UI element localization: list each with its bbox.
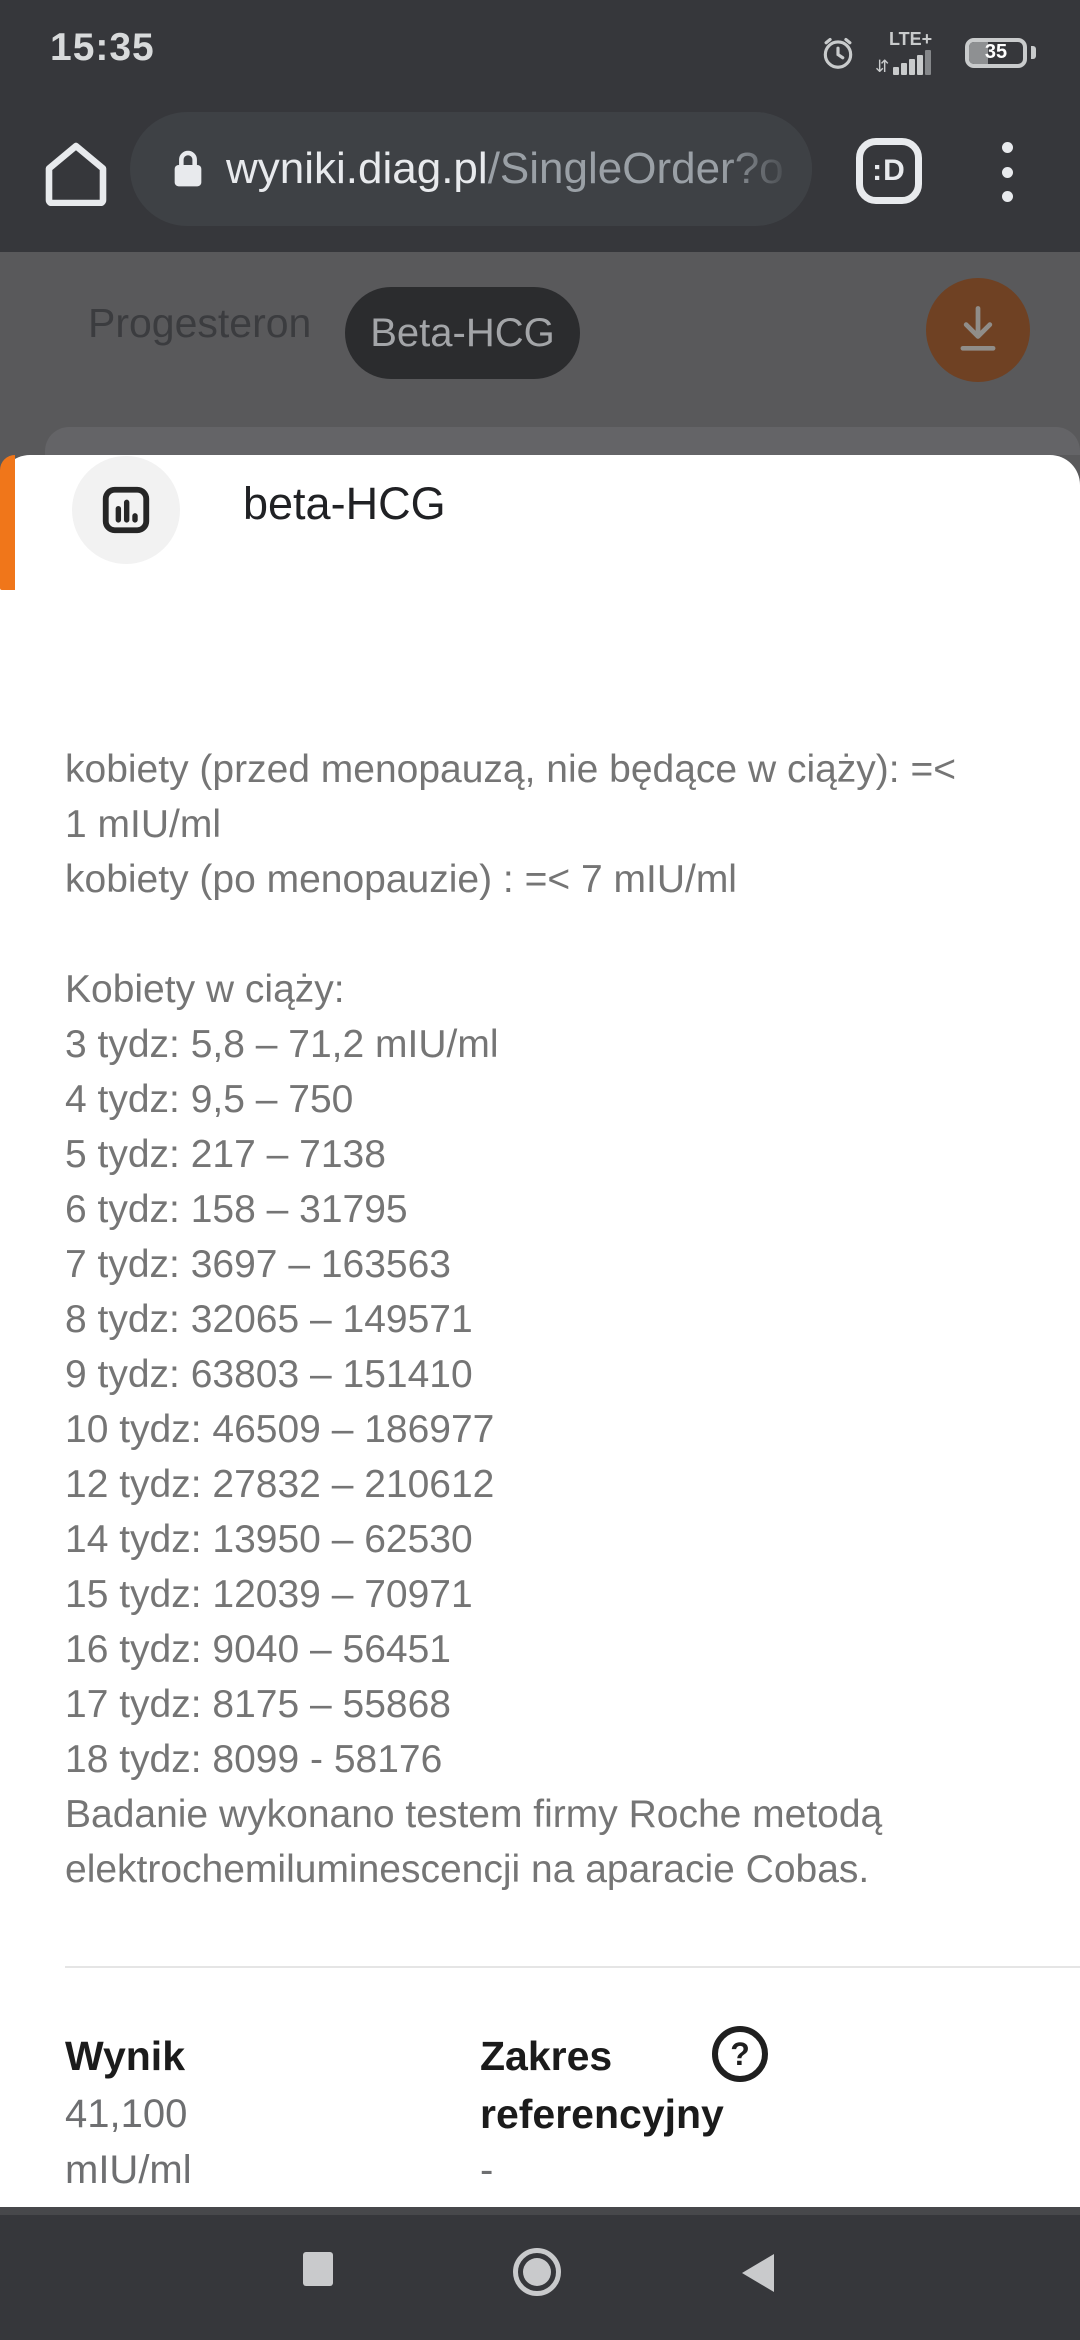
home-nav-button[interactable]: [513, 2248, 561, 2296]
reference-text: kobiety (przed menopauzą, nie będące w c…: [65, 742, 1025, 1897]
url-bar[interactable]: wyniki.diag.pl/SingleOrder?o: [130, 112, 812, 226]
reference-line: 9 tydz: 63803 – 151410: [65, 1353, 473, 1396]
range-label-line1: Zakres: [480, 2033, 613, 2079]
url-fade: [722, 112, 812, 226]
reference-line: 16 tydz: 9040 – 56451: [65, 1628, 451, 1671]
battery-icon: 35: [965, 37, 1027, 68]
chart-icon: [102, 486, 150, 534]
reference-line: 5 tydz: 217 – 7138: [65, 1133, 386, 1176]
lock-icon: [174, 150, 202, 187]
divider: [65, 1966, 1080, 1968]
reference-line: 4 tydz: 9,5 – 750: [65, 1078, 354, 1121]
alarm-icon: [823, 37, 853, 69]
browser-chrome: 15:35 LTE+ ⇵: [0, 0, 1080, 252]
tab-switcher-button[interactable]: :D: [856, 138, 922, 204]
help-button[interactable]: ?: [712, 2026, 768, 2082]
reference-line: 7 tydz: 3697 – 163563: [65, 1243, 451, 1286]
reference-line: 18 tydz: 8099 - 58176: [65, 1738, 443, 1781]
range-label-line2: referencyjny: [480, 2091, 724, 2137]
reference-line: [65, 907, 1025, 962]
back-button[interactable]: [742, 2254, 774, 2292]
url-text: wyniki.diag.pl/SingleOrder?o: [226, 144, 784, 194]
status-icons: LTE+ ⇵ 35: [819, 30, 1036, 75]
download-icon: [960, 306, 996, 351]
signal-bars: ⇵: [875, 50, 932, 76]
reference-line: Badanie wykonano testem firmy Roche meto…: [65, 1793, 883, 1836]
network-type-label: LTE+: [889, 29, 933, 49]
battery-percent: 35: [984, 41, 1008, 64]
reference-line: 10 tydz: 46509 – 186977: [65, 1408, 495, 1451]
accent-bar: [0, 455, 15, 590]
tab-count-badge: :D: [872, 154, 906, 187]
url-domain: wyniki.diag.pl: [226, 144, 488, 193]
test-icon-circle: [72, 456, 180, 564]
reference-line: kobiety (po menopauzie) : =< 7 mIU/ml: [65, 858, 737, 901]
tab-progesteron[interactable]: Progesteron: [88, 300, 312, 346]
reference-line: elektrochemiluminescencji na aparacie Co…: [65, 1848, 870, 1891]
clock-text: 15:35: [50, 26, 155, 69]
tab-beta-hcg-label: Beta-HCG: [370, 310, 555, 355]
download-button[interactable]: [926, 278, 1030, 382]
reference-line: kobiety (przed menopauzą, nie będące w c…: [65, 748, 957, 791]
tab-beta-hcg[interactable]: Beta-HCG: [345, 287, 580, 379]
background-card-edge: [45, 427, 1080, 455]
browser-menu-button[interactable]: [996, 142, 1018, 202]
reference-line: 6 tydz: 158 – 31795: [65, 1188, 408, 1231]
reference-line: 1 mIU/ml: [65, 803, 221, 846]
range-value: -: [480, 2148, 494, 2192]
home-button[interactable]: [40, 140, 112, 206]
reference-line: 14 tydz: 13950 – 62530: [65, 1518, 473, 1561]
reference-line: 3 tydz: 5,8 – 71,2 mIU/ml: [65, 1023, 499, 1066]
recents-button[interactable]: [303, 2252, 333, 2286]
reference-line: Kobiety w ciąży:: [65, 968, 345, 1011]
home-circle-icon: [523, 2258, 551, 2286]
reference-line: 15 tydz: 12039 – 70971: [65, 1573, 473, 1616]
question-mark-icon: ?: [730, 2035, 750, 2072]
reference-line: 8 tydz: 32065 – 149571: [65, 1298, 473, 1341]
result-sheet: [0, 455, 1080, 2340]
test-title: beta-HCG: [243, 478, 446, 529]
battery-fill: [969, 41, 989, 64]
reference-line: 17 tydz: 8175 – 55868: [65, 1683, 451, 1726]
result-label: Wynik: [65, 2033, 185, 2079]
battery-nub: [1031, 46, 1036, 59]
reference-line: 12 tydz: 27832 – 210612: [65, 1463, 495, 1506]
signal-icon: LTE+ ⇵: [875, 30, 947, 75]
data-activity-icon: ⇵: [875, 57, 890, 76]
result-value: 41,100: [65, 2092, 188, 2136]
result-unit: mIU/ml: [65, 2148, 192, 2192]
